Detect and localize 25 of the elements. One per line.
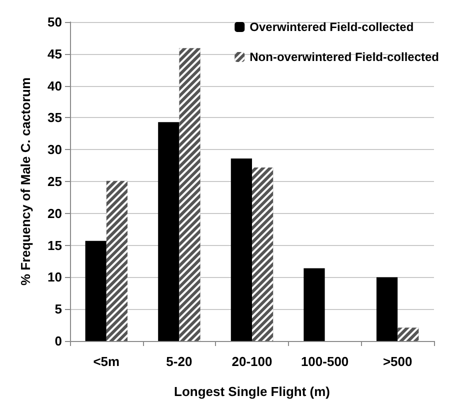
- x-tick-label: 5-20: [166, 354, 192, 369]
- bar: [376, 277, 398, 341]
- y-tick-label: 5: [54, 302, 62, 317]
- x-tick-label: 20-100: [232, 354, 272, 369]
- y-axis-title: % Frequency of Male C. cactorum: [18, 77, 33, 286]
- legend-label: Overwintered Field-collected: [250, 20, 414, 34]
- y-tick-label: 25: [48, 174, 62, 189]
- legend-label: Non-overwintered Field-collected: [250, 50, 440, 64]
- bar: [158, 122, 180, 341]
- bar: [304, 268, 325, 341]
- bar: [230, 158, 252, 341]
- bar: [85, 240, 106, 341]
- y-tick-label: 20: [48, 206, 62, 221]
- x-tick-label: >500: [382, 354, 412, 369]
- x-tick-label: <5m: [93, 354, 120, 369]
- y-tick-label: 15: [48, 238, 62, 253]
- y-tick-label: 40: [48, 78, 62, 94]
- y-tick-label: 30: [48, 142, 62, 158]
- x-tick-label: 100-500: [300, 354, 349, 369]
- y-tick-label: 45: [48, 46, 62, 62]
- x-axis-title: Longest Single Flight (m): [174, 384, 330, 399]
- y-tick-label: 35: [48, 110, 62, 126]
- y-tick-label: 0: [54, 334, 62, 348]
- y-tick-label: 50: [48, 14, 62, 30]
- y-tick-label: 10: [48, 270, 62, 285]
